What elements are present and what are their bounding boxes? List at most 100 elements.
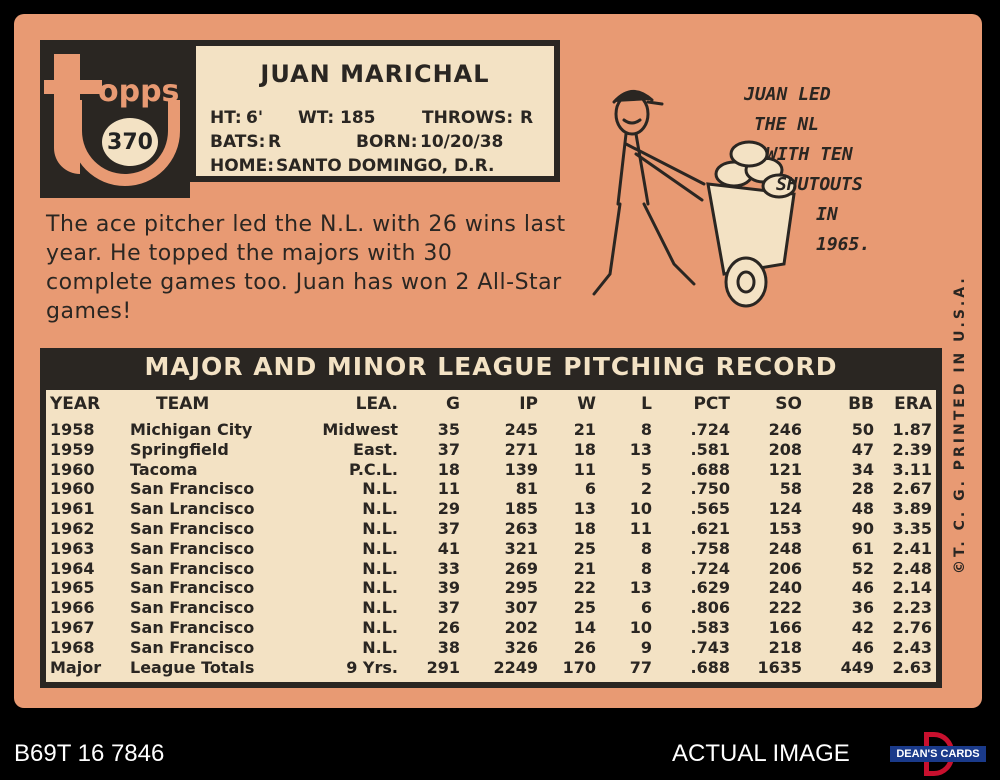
cell-lea: N.L. — [362, 617, 398, 637]
born-value: 10/20/38 — [420, 132, 504, 152]
cell-l: 8 — [640, 558, 652, 578]
cell-year: 1960 — [50, 459, 95, 479]
cell-era: 2.67 — [892, 479, 932, 499]
cell-era: 2.43 — [892, 637, 932, 657]
cell-team: San Francisco — [130, 637, 255, 657]
actual-image-label: ACTUAL IMAGE — [672, 740, 850, 767]
cartoon-caption: JUAN LED THE NL WITH TEN SHUTOUTS IN 196… — [744, 80, 914, 260]
baseball-card-back: opps 370 JUAN MARICHAL HT: 6' WT: 185 TH… — [14, 14, 982, 708]
pitching-record-table: MAJOR AND MINOR LEAGUE PITCHING RECORD Y… — [40, 348, 942, 688]
header-bb: BB — [848, 394, 874, 414]
cell-w: 11 — [573, 459, 596, 479]
cell-year: 1966 — [50, 598, 95, 618]
cell-ip: 185 — [504, 499, 538, 519]
cell-team: San Francisco — [130, 479, 255, 499]
cell-lea: N.L. — [362, 538, 398, 558]
table-body: YEAR TEAM LEA. G IP W L PCT SO BB ERA 19… — [46, 390, 936, 682]
cell-g: 37 — [437, 439, 460, 459]
caption-line: SHUTOUTS — [776, 174, 863, 195]
cell-pct: .724 — [690, 420, 730, 439]
cell-bb: 28 — [851, 479, 874, 499]
cell-so: 246 — [768, 420, 802, 439]
cell-team: San Francisco — [130, 578, 255, 598]
cell-era: 1.87 — [892, 420, 932, 439]
cartoon-illustration — [592, 90, 797, 308]
table-row: 1966 San Francisco N.L. 37 307 25 6 .806 222 36 2.… — [46, 598, 936, 618]
cell-g: 11 — [437, 479, 460, 499]
cell-lea: N.L. — [362, 499, 398, 519]
cell-so: 1635 — [757, 657, 802, 677]
cell-l: 2 — [640, 479, 652, 499]
cell-team: Tacoma — [130, 459, 198, 479]
cell-w: 18 — [573, 439, 596, 459]
cell-w: 22 — [573, 578, 596, 598]
cell-l: 8 — [640, 420, 652, 439]
born-label: BORN: — [356, 132, 418, 152]
cell-team: San Francisco — [130, 598, 255, 618]
header-era: ERA — [894, 394, 932, 414]
cell-so: 218 — [768, 637, 802, 657]
cell-w: 18 — [573, 518, 596, 538]
cell-era: 2.14 — [892, 578, 932, 598]
player-info-box: JUAN MARICHAL HT: 6' WT: 185 THROWS: R B… — [190, 40, 560, 182]
cell-bb: 36 — [851, 598, 874, 618]
caption-line: THE NL — [754, 114, 820, 135]
cell-lea: P.C.L. — [349, 459, 398, 479]
cell-year: 1963 — [50, 538, 95, 558]
cell-year: 1958 — [50, 420, 95, 439]
cert-id: B69T 16 7846 — [14, 740, 165, 767]
cell-pct: .806 — [690, 598, 730, 618]
cell-ip: 81 — [515, 479, 538, 499]
caption-line: 1965. — [816, 234, 871, 255]
cell-bb: 47 — [851, 439, 874, 459]
cell-team: San Lrancisco — [130, 499, 255, 519]
cell-era: 3.89 — [892, 499, 932, 519]
cell-bb: 50 — [851, 420, 874, 439]
cell-bb: 449 — [840, 657, 874, 677]
cell-g: 35 — [437, 420, 460, 439]
cell-w: 21 — [573, 558, 596, 578]
cell-pct: .581 — [690, 439, 730, 459]
cell-era: 3.11 — [892, 459, 932, 479]
cell-pct: .621 — [690, 518, 730, 538]
table-row: Major League Totals 9 Yrs. 291 2249 170 77 .688… — [46, 658, 936, 678]
cell-ip: 326 — [504, 637, 538, 657]
cell-so: 240 — [768, 578, 802, 598]
caption-line: JUAN LED — [744, 84, 831, 105]
cell-ip: 269 — [504, 558, 538, 578]
cell-team: San Francisco — [130, 558, 255, 578]
cell-lea: 9 Yrs. — [346, 657, 398, 677]
cell-so: 222 — [768, 598, 802, 618]
cell-pct: .688 — [690, 657, 730, 677]
cell-g: 38 — [437, 637, 460, 657]
cell-pct: .750 — [690, 479, 730, 499]
throws-value: R — [520, 108, 534, 128]
cell-year: 1961 — [50, 499, 95, 519]
cell-w: 21 — [573, 420, 596, 439]
cell-era: 2.76 — [892, 617, 932, 637]
header-ip: IP — [519, 394, 538, 414]
throws-label: THROWS: — [422, 108, 514, 128]
cell-ip: 321 — [504, 538, 538, 558]
cell-l: 77 — [629, 657, 652, 677]
cell-l: 10 — [629, 499, 652, 519]
cell-l: 11 — [629, 518, 652, 538]
cell-w: 6 — [584, 479, 596, 499]
cell-g: 37 — [437, 598, 460, 618]
cell-bb: 34 — [851, 459, 874, 479]
cell-w: 26 — [573, 637, 596, 657]
cell-era: 2.39 — [892, 439, 932, 459]
cell-g: 291 — [426, 657, 460, 677]
cell-l: 6 — [640, 598, 652, 618]
cell-g: 39 — [437, 578, 460, 598]
cell-ip: 271 — [504, 439, 538, 459]
cell-team: San Francisco — [130, 538, 255, 558]
cell-l: 13 — [629, 578, 652, 598]
cell-g: 18 — [437, 459, 460, 479]
cell-g: 33 — [437, 558, 460, 578]
cell-bb: 48 — [851, 499, 874, 519]
cell-pct: .688 — [690, 459, 730, 479]
ht-value: 6' — [246, 108, 264, 128]
topps-logo: opps 370 — [40, 40, 190, 198]
table-header: YEAR TEAM LEA. G IP W L PCT SO BB ERA — [46, 394, 936, 418]
